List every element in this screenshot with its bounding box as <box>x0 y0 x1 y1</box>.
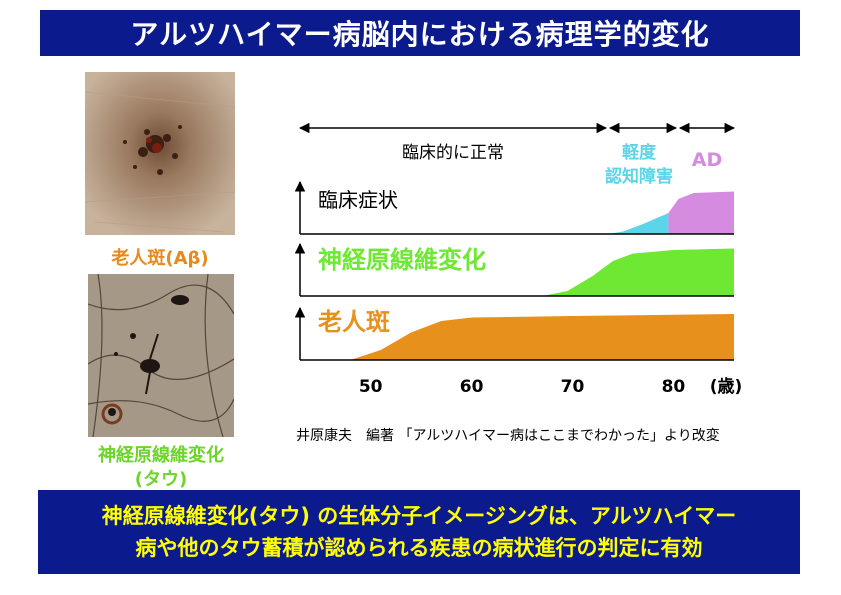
plaque-caption: 老人斑(Aβ) <box>111 248 209 269</box>
x-tick-1: 60 <box>460 377 484 397</box>
tangle-caption-line2: (タウ) <box>134 469 188 490</box>
x-unit-label: (歳) <box>710 376 743 397</box>
x-tick-3: 80 <box>662 377 686 397</box>
conclusion-line2: 病や他のタウ蓄積が認められる疾患の病状進行の判定に有効 <box>135 536 703 560</box>
conclusion-line1: 神経原線維変化(タウ) の生体分子イメージングは、アルツハイマー <box>101 504 737 528</box>
area-2-0 <box>350 314 734 360</box>
conclusion-box: 神経原線維変化(タウ) の生体分子イメージングは、アルツハイマー 病や他のタウ蓄… <box>38 490 800 574</box>
area-1-0 <box>542 248 734 296</box>
tangle-caption-line1: 神経原線維変化 <box>98 445 224 466</box>
area-0-1 <box>668 191 734 234</box>
x-tick-0: 50 <box>359 377 383 397</box>
x-tick-2: 70 <box>561 377 585 397</box>
plaque-micrograph <box>85 72 235 235</box>
phase-mci-label-1: 軽度 <box>622 142 657 163</box>
phase-ad-label: AD <box>692 149 722 171</box>
row-0-label: 臨床症状 <box>318 188 398 212</box>
slide-title: アルツハイマー病脳内における病理学的変化 <box>40 10 800 56</box>
area-0-0 <box>607 213 669 234</box>
phase-mci-label-2: 認知障害 <box>605 166 673 187</box>
phase-normal-label: 臨床的に正常 <box>402 143 504 163</box>
tangle-caption: 神経原線維変化 (タウ) <box>78 444 244 492</box>
source-citation: 井原康夫 編著 「アルツハイマー病はここまでわかった」より改変 <box>296 428 720 444</box>
row-1-label: 神経原線維変化 <box>318 246 486 274</box>
tangle-micrograph <box>88 274 234 437</box>
row-2-label: 老人斑 <box>318 308 390 336</box>
